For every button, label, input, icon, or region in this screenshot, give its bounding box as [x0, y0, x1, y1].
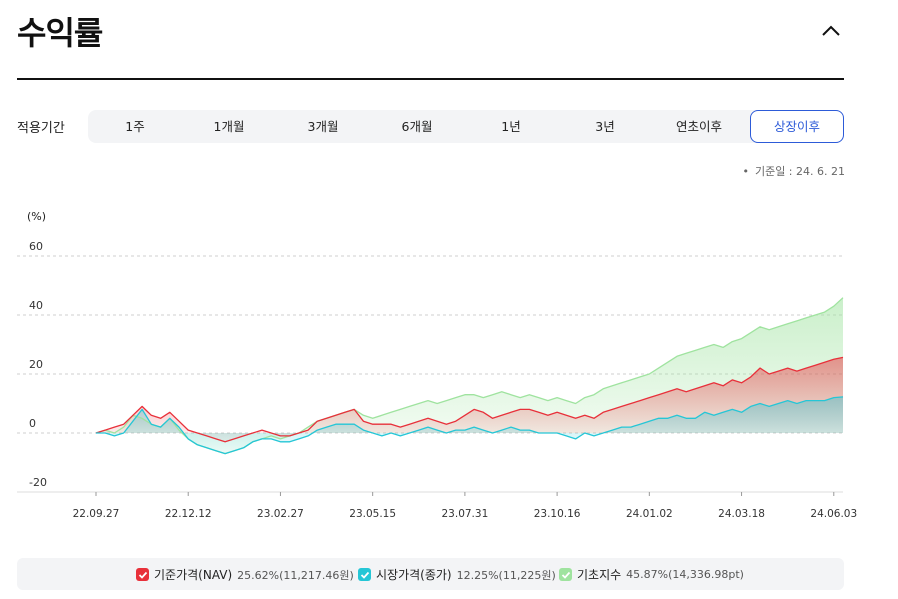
- page-title: 수익률: [17, 14, 103, 52]
- period-option-1w[interactable]: 1주: [125, 119, 145, 134]
- legend-value-nav: 25.62%(11,217.46원): [237, 568, 354, 582]
- x-tick-label: 23.10.16: [534, 508, 581, 520]
- period-selector: 1주 1개월 3개월 6개월 1년 3년 연초이후 상장이후: [88, 110, 844, 143]
- x-tick-label: 22.09.27: [73, 508, 120, 520]
- legend-label-nav: 기준가격(NAV): [154, 568, 233, 582]
- series-line-nav: [95, 356, 844, 443]
- collapse-button[interactable]: [818, 18, 844, 44]
- x-tick-label: 23.07.31: [442, 508, 489, 520]
- legend-item-index[interactable]: 기초지수 45.87%(14,336.98pt): [559, 566, 744, 583]
- y-tick-label: 60: [29, 240, 43, 253]
- period-option-1y[interactable]: 1년: [501, 119, 521, 134]
- series-line-market: [96, 396, 844, 455]
- legend-value-market: 12.25%(11,225원): [456, 568, 556, 582]
- basis-date-text: 기준일 : 24. 6. 21: [754, 165, 845, 178]
- y-tick-label: 40: [29, 299, 43, 312]
- x-tick-label: 23.05.15: [349, 508, 396, 520]
- legend-value-index: 45.87%(14,336.98pt): [626, 568, 744, 581]
- period-option-1m[interactable]: 1개월: [213, 119, 245, 134]
- chart-legend: 기준가격(NAV) 25.62%(11,217.46원) 시장가격(종가) 12…: [17, 558, 844, 590]
- legend-label-index: 기초지수: [577, 568, 622, 582]
- returns-chart: (%) 60 40 20 0 -20 22.09.27 22.12.12 23.02.27 2…: [17, 210, 857, 520]
- period-option-ytd[interactable]: 연초이후: [675, 119, 722, 134]
- period-option-3m[interactable]: 3개월: [307, 119, 339, 134]
- legend-label-market: 시장가격(종가): [376, 568, 452, 582]
- title-divider: [17, 78, 844, 80]
- checkbox-checked-icon[interactable]: [358, 568, 371, 581]
- x-tick-label: 24.03.18: [718, 508, 765, 520]
- checkbox-checked-icon[interactable]: [559, 568, 572, 581]
- checkbox-checked-icon[interactable]: [136, 568, 149, 581]
- period-option-3y[interactable]: 3년: [595, 119, 615, 134]
- legend-item-market[interactable]: 시장가격(종가) 12.25%(11,225원): [358, 566, 556, 583]
- period-option-6m[interactable]: 6개월: [401, 119, 433, 134]
- chevron-up-icon: [822, 25, 840, 36]
- series-area-market: [96, 396, 843, 454]
- x-tick-label: 24.06.03: [810, 508, 857, 520]
- period-option-since-listing[interactable]: 상장이후: [750, 110, 844, 143]
- y-tick-label: -20: [29, 476, 47, 489]
- basis-date: • 기준일 : 24. 6. 21: [742, 165, 845, 178]
- x-tick-label: 22.12.12: [165, 508, 212, 520]
- y-tick-label: 0: [29, 417, 36, 430]
- x-tick-label: 24.01.02: [626, 508, 673, 520]
- x-tick-label: 23.02.27: [257, 508, 304, 520]
- y-tick-label: 20: [29, 358, 43, 371]
- y-axis-label: (%): [27, 210, 46, 223]
- period-label: 적용기간: [17, 121, 65, 136]
- legend-item-nav[interactable]: 기준가격(NAV) 25.62%(11,217.46원): [136, 566, 354, 583]
